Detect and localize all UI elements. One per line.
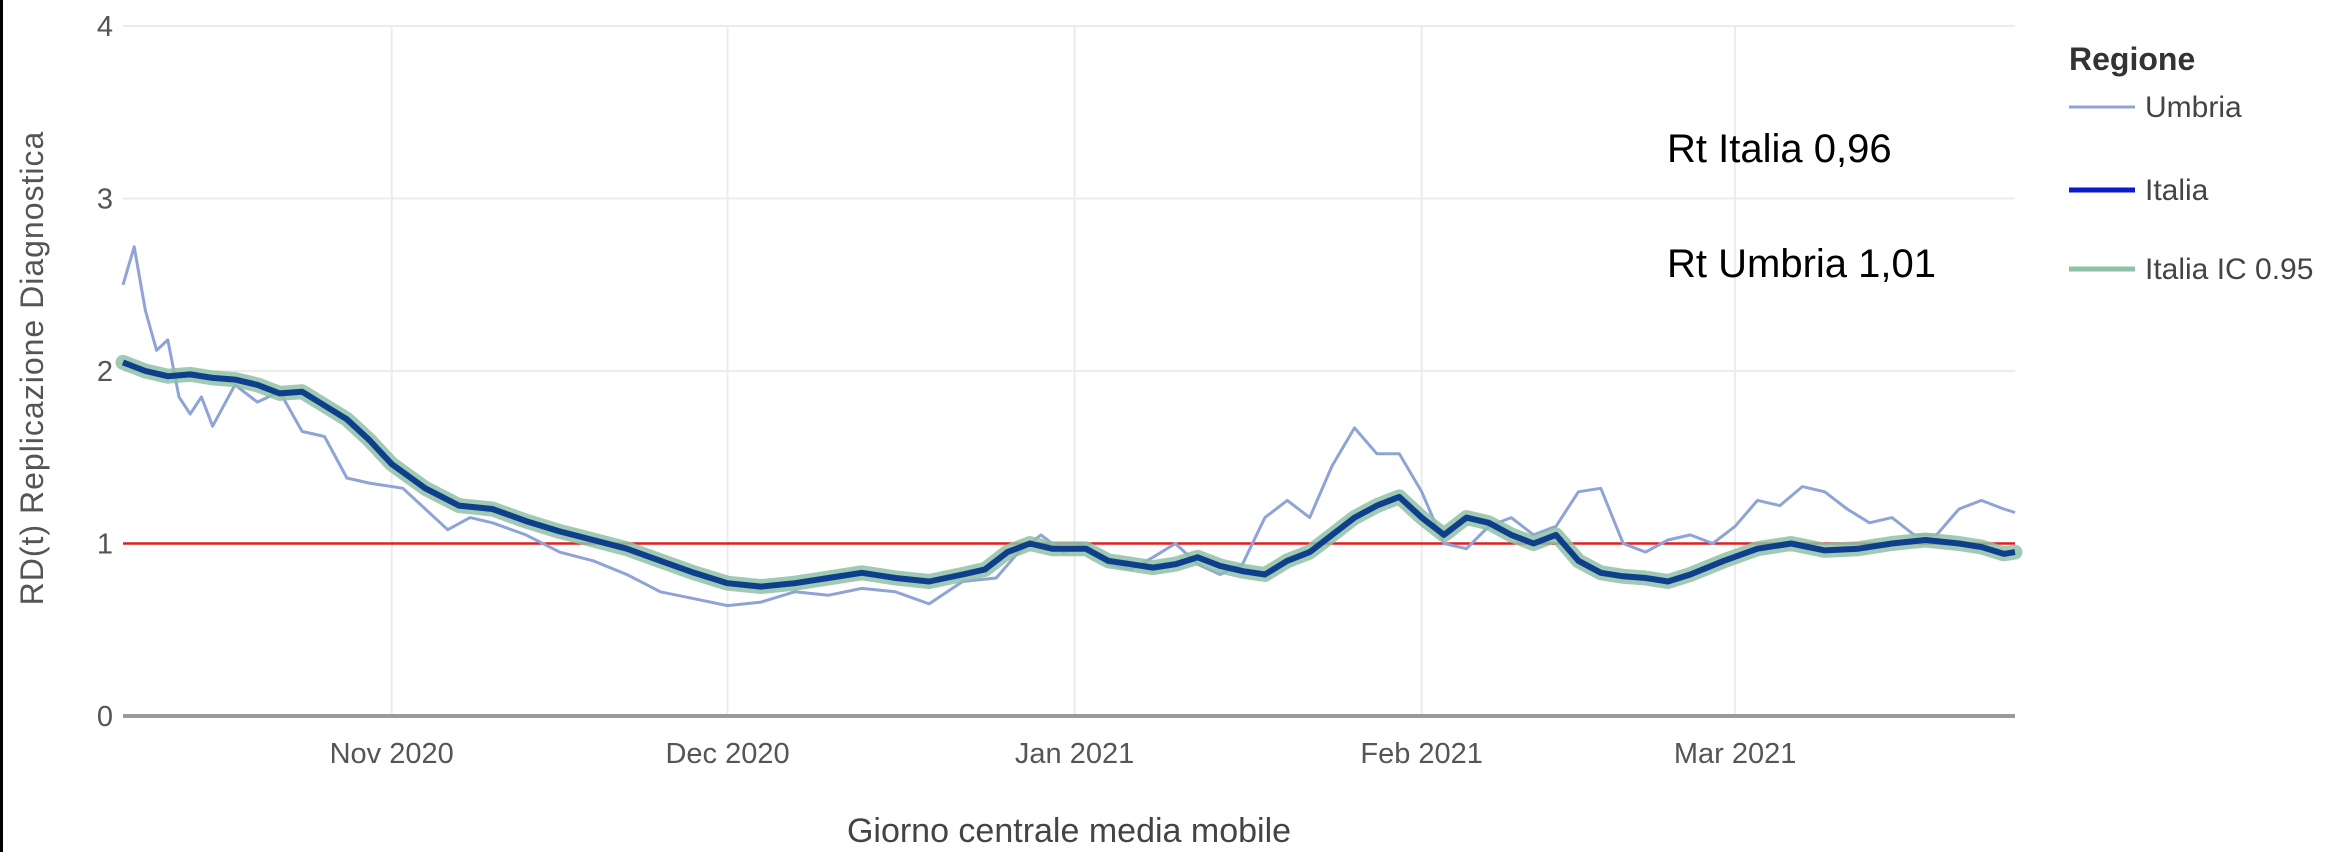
- y-tick-labels: 0 1 2 3 4: [97, 11, 113, 733]
- x-axis-label: Giorno centrale media mobile: [847, 812, 1291, 850]
- y-tick-label: 4: [97, 11, 113, 43]
- chart-svg: 0 1 2 3 4 Nov 2020 Dec 2020 Jan 2021 Feb 2021 Ma…: [14, 11, 2313, 850]
- legend-label-umbria: Umbria: [2145, 91, 2242, 124]
- y-axis-label: RD(t) Replicazione Diagnostica: [14, 131, 50, 606]
- y-tick-label: 3: [97, 184, 113, 216]
- x-tick-label: Mar 2021: [1674, 738, 1797, 770]
- y-tick-label: 1: [97, 529, 113, 561]
- y-tick-label: 2: [97, 356, 113, 388]
- x-tick-label: Nov 2020: [330, 738, 454, 770]
- legend: Regione Umbria Italia Italia IC 0.95: [2069, 41, 2313, 286]
- series-group: [115, 245, 2023, 608]
- legend-label-italia-ic: Italia IC 0.95: [2145, 253, 2313, 286]
- annotation-rt-italia: Rt Italia 0,96: [1667, 127, 1892, 171]
- x-tick-label: Jan 2021: [1015, 738, 1134, 770]
- x-tick-label: Dec 2020: [665, 738, 789, 770]
- x-tick-label: Feb 2021: [1360, 738, 1483, 770]
- series-line-italia: [121, 359, 2016, 590]
- annotation-rt-umbria: Rt Umbria 1,01: [1667, 242, 1936, 286]
- y-tick-label: 0: [97, 701, 113, 733]
- legend-title: Regione: [2069, 41, 2195, 77]
- legend-label-italia: Italia: [2145, 174, 2209, 207]
- x-tick-labels: Nov 2020 Dec 2020 Jan 2021 Feb 2021 Mar 2021: [330, 738, 1797, 770]
